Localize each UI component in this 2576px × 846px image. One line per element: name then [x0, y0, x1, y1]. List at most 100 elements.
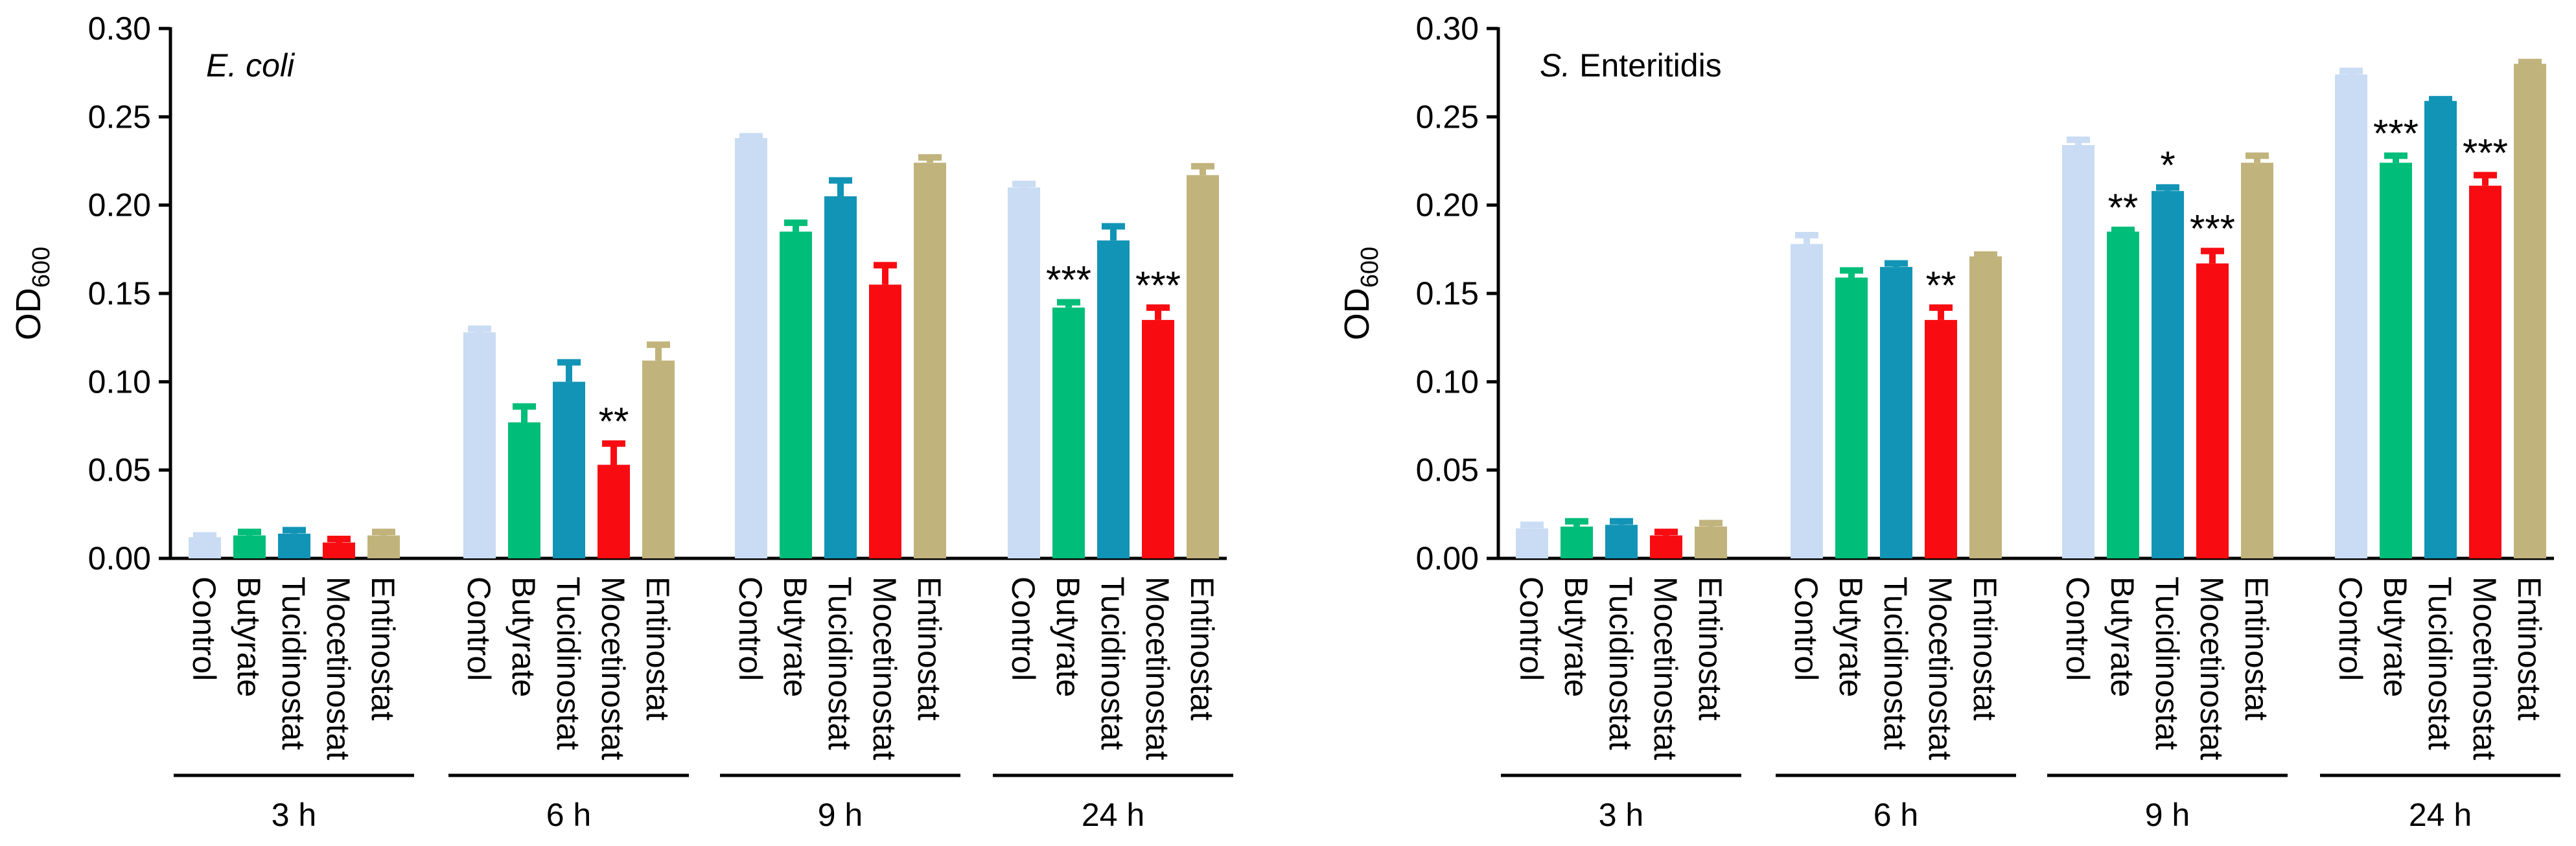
bar-24-h-mocetinostat — [1142, 319, 1174, 558]
x-category-label: Entinostat — [911, 577, 947, 720]
x-category-label: Butyrate — [1558, 577, 1594, 697]
x-category-label: Control — [1513, 577, 1549, 681]
bar-3-h-mocetinostat — [323, 542, 355, 558]
group-label: 6 h — [1874, 797, 1919, 833]
x-category-label: Control — [186, 577, 222, 681]
bar-24-h-control — [1008, 187, 1040, 558]
bar-9-h-control — [2062, 144, 2094, 558]
bar-24-h-mocetinostat — [2469, 185, 2501, 558]
bar-6-h-entinostat — [1969, 256, 2002, 558]
y-tick-label: 0.05 — [88, 452, 151, 488]
group-label: 3 h — [1599, 797, 1644, 833]
x-category-label: Entinostat — [2238, 577, 2275, 720]
bar-6-h-entinostat — [642, 360, 675, 558]
y-tick-label: 0.00 — [88, 540, 151, 577]
x-category-label: Mocetinostat — [1139, 577, 1176, 760]
significance-label: ** — [599, 400, 629, 443]
x-category-label: Butyrate — [231, 577, 267, 697]
x-category-label: Mocetinostat — [1647, 577, 1684, 760]
y-axis-label: OD600 — [1338, 247, 1384, 340]
y-tick-label: 0.25 — [88, 98, 151, 135]
bar-3-h-entinostat — [1695, 526, 1727, 558]
x-category-label: Tucidinostat — [1095, 577, 1131, 750]
x-category-label: Entinostat — [1967, 577, 2003, 720]
significance-label: ** — [2108, 186, 2139, 229]
group-label: 9 h — [2145, 797, 2190, 833]
x-category-label: Entinostat — [365, 577, 401, 720]
y-axis-label-subscript: 600 — [28, 247, 55, 288]
bar-3-h-butyrate — [1561, 526, 1593, 558]
x-category-label: Control — [1005, 577, 1041, 681]
y-tick-label: 0.15 — [1416, 275, 1479, 312]
x-category-label: Entinostat — [1184, 577, 1220, 720]
x-category-label: Tucidinostat — [1877, 577, 1914, 750]
significance-label: *** — [1046, 258, 1091, 302]
y-tick-label: 0.30 — [88, 10, 151, 47]
bar-6-h-butyrate — [1835, 277, 1868, 558]
y-axis-label-subscript: 600 — [1356, 247, 1384, 288]
significance-label: * — [2160, 143, 2175, 187]
bar-6-h-control — [463, 332, 496, 558]
bar-9-h-butyrate — [780, 231, 812, 558]
significance-label: *** — [2373, 111, 2419, 155]
bar-9-h-entinostat — [914, 163, 946, 558]
x-category-label: Tucidinostat — [822, 577, 858, 750]
panel-e-coli: E. coli OD600 0.00 0.05 0.10 0.15 0.20 0.25 0.30… — [9, 10, 1233, 833]
y-tick-label: 0.15 — [88, 275, 151, 312]
x-category-label: Butyrate — [1050, 577, 1086, 697]
panel-title: E. coli — [206, 47, 296, 84]
significance-label: ** — [1926, 264, 1956, 307]
group-label: 24 h — [2409, 797, 2472, 833]
x-category-label: Control — [1788, 577, 1824, 681]
x-category-label: Mocetinostat — [320, 577, 356, 760]
bar-6-h-mocetinostat — [598, 464, 630, 558]
bar-24-h-entinostat — [1187, 175, 1219, 558]
panel-title-italic: E. coli — [206, 47, 296, 84]
bar-9-h-entinostat — [2241, 163, 2273, 558]
x-category-label: Control — [461, 577, 497, 681]
x-category-label: Entinostat — [1692, 577, 1728, 720]
y-tick-label: 0.30 — [1416, 10, 1479, 47]
group-label: 9 h — [818, 797, 863, 833]
x-category-label: Control — [732, 577, 769, 681]
bar-9-h-control — [735, 138, 767, 558]
bar-24-h-butyrate — [1052, 307, 1085, 558]
bar-6-h-control — [1791, 244, 1823, 558]
x-category-label: Tucidinostat — [2149, 577, 2185, 750]
bar-24-h-entinostat — [2514, 63, 2546, 559]
y-tick-label: 0.00 — [1416, 540, 1479, 577]
panel-title-regular: Enteritidis — [1570, 47, 1721, 84]
significance-label: *** — [2190, 207, 2235, 251]
x-category-label: Butyrate — [2377, 577, 2413, 697]
group-label: 3 h — [272, 797, 317, 833]
x-category-label: Mocetinostat — [2194, 577, 2230, 760]
group-label: 6 h — [546, 797, 592, 833]
x-category-label: Tucidinostat — [275, 577, 312, 750]
y-tick-label: 0.10 — [88, 363, 151, 400]
x-category-label: Butyrate — [505, 577, 542, 697]
bar-6-h-tucidinostat — [1880, 267, 1912, 558]
y-tick-label: 0.20 — [88, 187, 151, 223]
bar-3-h-control — [189, 537, 221, 558]
x-category-label: Tucidinostat — [1603, 577, 1639, 750]
panel-title-italic: S. — [1540, 47, 1570, 84]
x-category-label: Entinostat — [2511, 577, 2547, 720]
x-category-label: Control — [2060, 577, 2096, 681]
panel-title: S. Enteritidis — [1540, 47, 1722, 84]
x-category-label: Tucidinostat — [550, 577, 586, 750]
x-category-label: Butyrate — [2104, 577, 2141, 697]
bar-3-h-entinostat — [367, 535, 400, 558]
bar-6-h-butyrate — [508, 422, 540, 558]
bar-24-h-tucidinostat — [2424, 100, 2457, 558]
x-category-label: Mocetinostat — [1922, 577, 1958, 760]
x-category-label: Butyrate — [1833, 577, 1869, 697]
y-tick-label: 0.10 — [1416, 363, 1479, 400]
bar-3-h-tucidinostat — [1605, 525, 1638, 558]
y-tick-label: 0.05 — [1416, 452, 1479, 488]
bar-6-h-mocetinostat — [1925, 319, 1957, 558]
x-category-label: Entinostat — [640, 577, 676, 720]
y-tick-label: 0.25 — [1416, 98, 1479, 135]
significance-label: *** — [1135, 264, 1181, 307]
group-label: 24 h — [1082, 797, 1144, 833]
